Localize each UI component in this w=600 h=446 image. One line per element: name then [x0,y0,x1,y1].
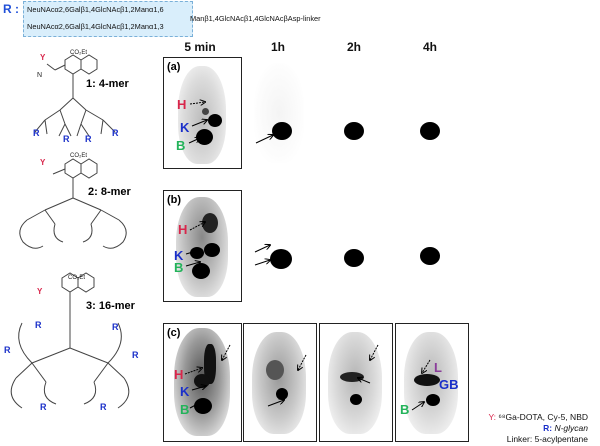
column-header-5min: 5 min [184,40,216,54]
glycan-branch-1: NeuNAcα2,6Galβ1,4GlcNAcβ1,2Manα1,6 [27,5,164,14]
organ-label-l-c: L [434,360,442,375]
panel-a-4h [395,57,469,169]
panel-a-2h [319,57,393,169]
panel-a-5min: (a) [163,57,242,169]
panel-letter-a: (a) [167,61,181,73]
column-header-1h: 1h [270,40,285,54]
glycan-core: Manβ1,4GlcNAcβ1,4GlcNAcβAsp-linker [190,14,321,23]
column-header-2h: 2h [346,40,361,54]
compound-3-r: R [35,320,42,330]
organ-label-k-a: K [180,120,190,135]
organ-label-h-b: H [178,222,188,237]
panel-b-2h [319,190,393,302]
panel-b-4h [395,190,469,302]
compound-2-number: 2: 8-mer [88,186,131,198]
panel-b-5min: (b) [163,190,242,302]
legend-r: R: N-glycan [543,423,588,433]
panel-c-5min: (c) [163,323,242,442]
panel-letter-b: (b) [167,194,182,206]
compound-1-r: R [85,134,92,144]
panel-a-1h [243,57,317,169]
organ-label-h-c: H [174,367,184,382]
compound-1-n: N [37,72,43,79]
organ-label-b-c: B [180,402,190,417]
compound-3-r: R [4,345,11,355]
organ-label-gb-c: GB [439,377,459,392]
glycan-structure-box [23,1,193,37]
compound-1-r: R [63,134,70,144]
compound-2-y: Y [40,158,46,167]
organ-label-b-c-4h: B [400,402,410,417]
compound-1-ester: CO₂Et [70,50,87,56]
organ-label-h-a: H [177,97,187,112]
compound-1-drawing [34,54,116,137]
compound-3-r: R [132,350,139,360]
compound-3-y: Y [37,287,43,296]
compound-3-r: R [112,322,119,332]
compound-3-drawing [10,272,130,409]
compound-3-ester: CO₂Et [68,275,85,281]
glycan-branch-2: NeuNAcα2,6Galβ1,4GlcNAcβ1,2Manα1,3 [27,22,164,31]
organ-label-k-c: K [180,384,190,399]
compound-1-y: Y [40,53,46,62]
panel-c-1h [243,323,317,442]
panel-c-2h [319,323,393,442]
panel-c-4h [395,323,469,442]
compound-3-number: 3: 16-mer [86,300,135,312]
r-definition-label: R : [3,2,19,16]
panel-letter-c: (c) [167,327,181,339]
column-header-4h: 4h [422,40,437,54]
legend-linker: Linker: 5-acylpentane [506,434,588,444]
compound-2-ester: CO₂Et [70,153,87,159]
legend-y: Y: ⁶⁸Ga-DOTA, Cy-5, NBD [488,412,588,422]
compound-1-r: R [112,128,119,138]
organ-label-b-a: B [176,138,186,153]
organ-label-k-b: K [174,248,184,263]
compound-1-r: R [33,128,40,138]
compound-3-r: R [40,402,47,412]
compound-2-drawing [19,158,127,249]
panel-b-1h [243,190,317,302]
organ-label-b-b: B [174,260,184,275]
compound-1-number: 1: 4-mer [86,78,129,90]
compound-3-r: R [100,402,107,412]
